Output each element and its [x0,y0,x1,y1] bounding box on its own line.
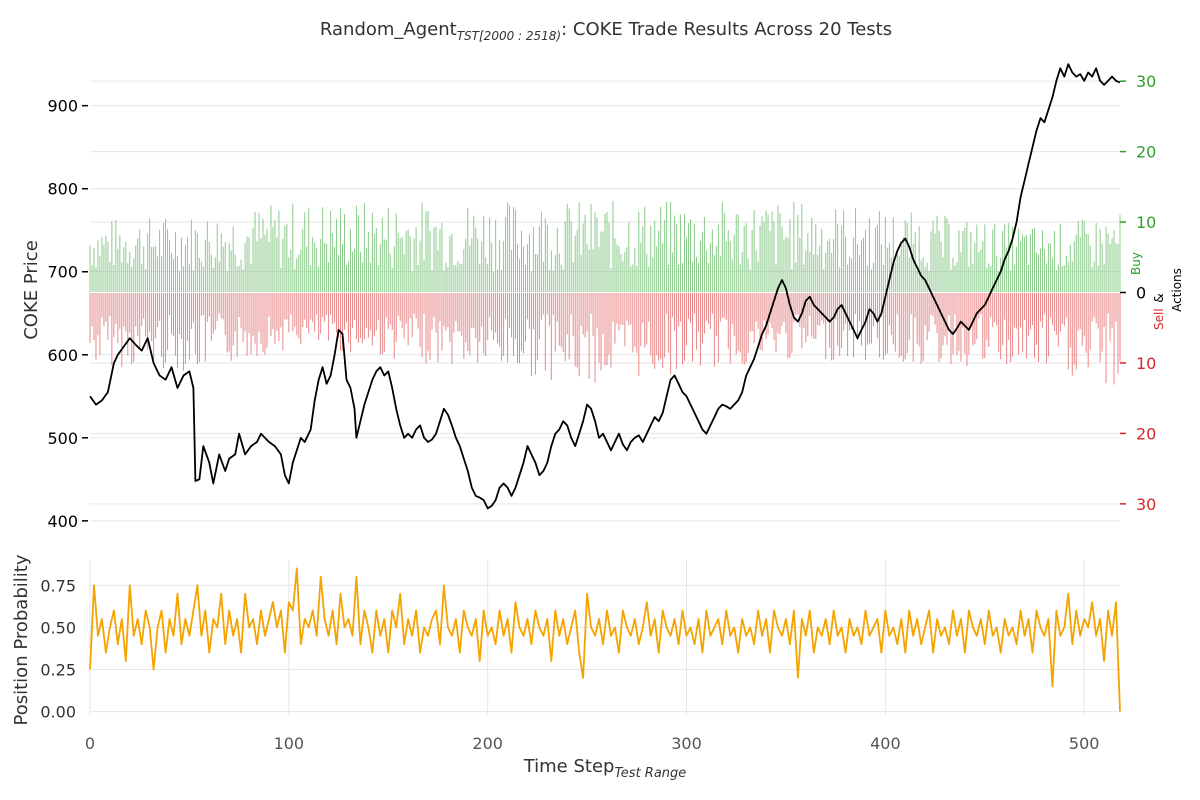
time-axis-ticks: 0 100 200 300 400 500 [85,734,1100,753]
actions-tick-label: 10 [1136,213,1156,232]
actions-tick-label: 0 [1136,284,1146,303]
price-axis-ticks: 400 500 600 700 800 900 [47,97,88,531]
title-main: Random_Agent [320,19,457,40]
actions-axis-ticks: 30 20 10 0 10 20 30 [1120,72,1156,514]
time-tick-label: 300 [671,734,702,753]
price-tick-label: 500 [47,429,78,448]
price-tick-label: 900 [47,97,78,116]
actions-tick-label: 20 [1136,424,1156,443]
probability-axis-ticks: 0.00 0.25 0.50 0.75 [40,576,76,721]
action-bars [89,200,1121,385]
probability-tick-label: 0.25 [40,661,76,680]
actions-tick-label: 20 [1136,143,1156,162]
actions-axis-label: Sell & Buy Actions [1129,252,1184,330]
time-tick-label: 0 [85,734,95,753]
ampersand-label: & [1152,293,1166,302]
price-tick-label: 600 [47,346,78,365]
buy-label: Buy [1129,252,1143,275]
time-axis-label-sub: Test Range [614,766,686,781]
actions-tick-label: 30 [1136,72,1156,91]
chart-title: Random_AgentTST[2000 : 2518): COKE Trade… [320,19,892,43]
probability-axis-label: Position Probability [11,554,32,725]
chart-title-text: Random_AgentTST[2000 : 2518): COKE Trade… [320,19,892,43]
price-axis-label: COKE Price [21,240,42,340]
title-rest: : COKE Trade Results Across 20 Tests [561,19,892,40]
actions-tick-label: 30 [1136,495,1156,514]
actions-tick-label: 10 [1136,354,1156,373]
title-subscript: TST[2000 : 2518) [457,29,561,43]
sell-label: Sell [1152,308,1166,330]
price-tick-label: 400 [47,512,78,531]
price-series [89,63,1121,510]
probability-tick-label: 0.75 [40,576,76,595]
time-axis-label-main: Time Step [523,756,615,777]
probability-series [89,567,1121,712]
time-tick-label: 500 [1069,734,1100,753]
actions-label: Actions [1170,268,1184,312]
price-tick-label: 700 [47,263,78,282]
probability-tick-label: 0.50 [40,618,76,637]
price-tick-label: 800 [47,180,78,199]
price-line [89,63,1121,510]
time-tick-label: 200 [472,734,503,753]
probability-tick-label: 0.00 [40,703,76,722]
time-axis-label: Time StepTest Range [523,756,687,781]
time-tick-label: 100 [274,734,305,753]
time-tick-label: 400 [870,734,901,753]
probability-line [89,567,1121,712]
probability-grid [89,560,1120,715]
